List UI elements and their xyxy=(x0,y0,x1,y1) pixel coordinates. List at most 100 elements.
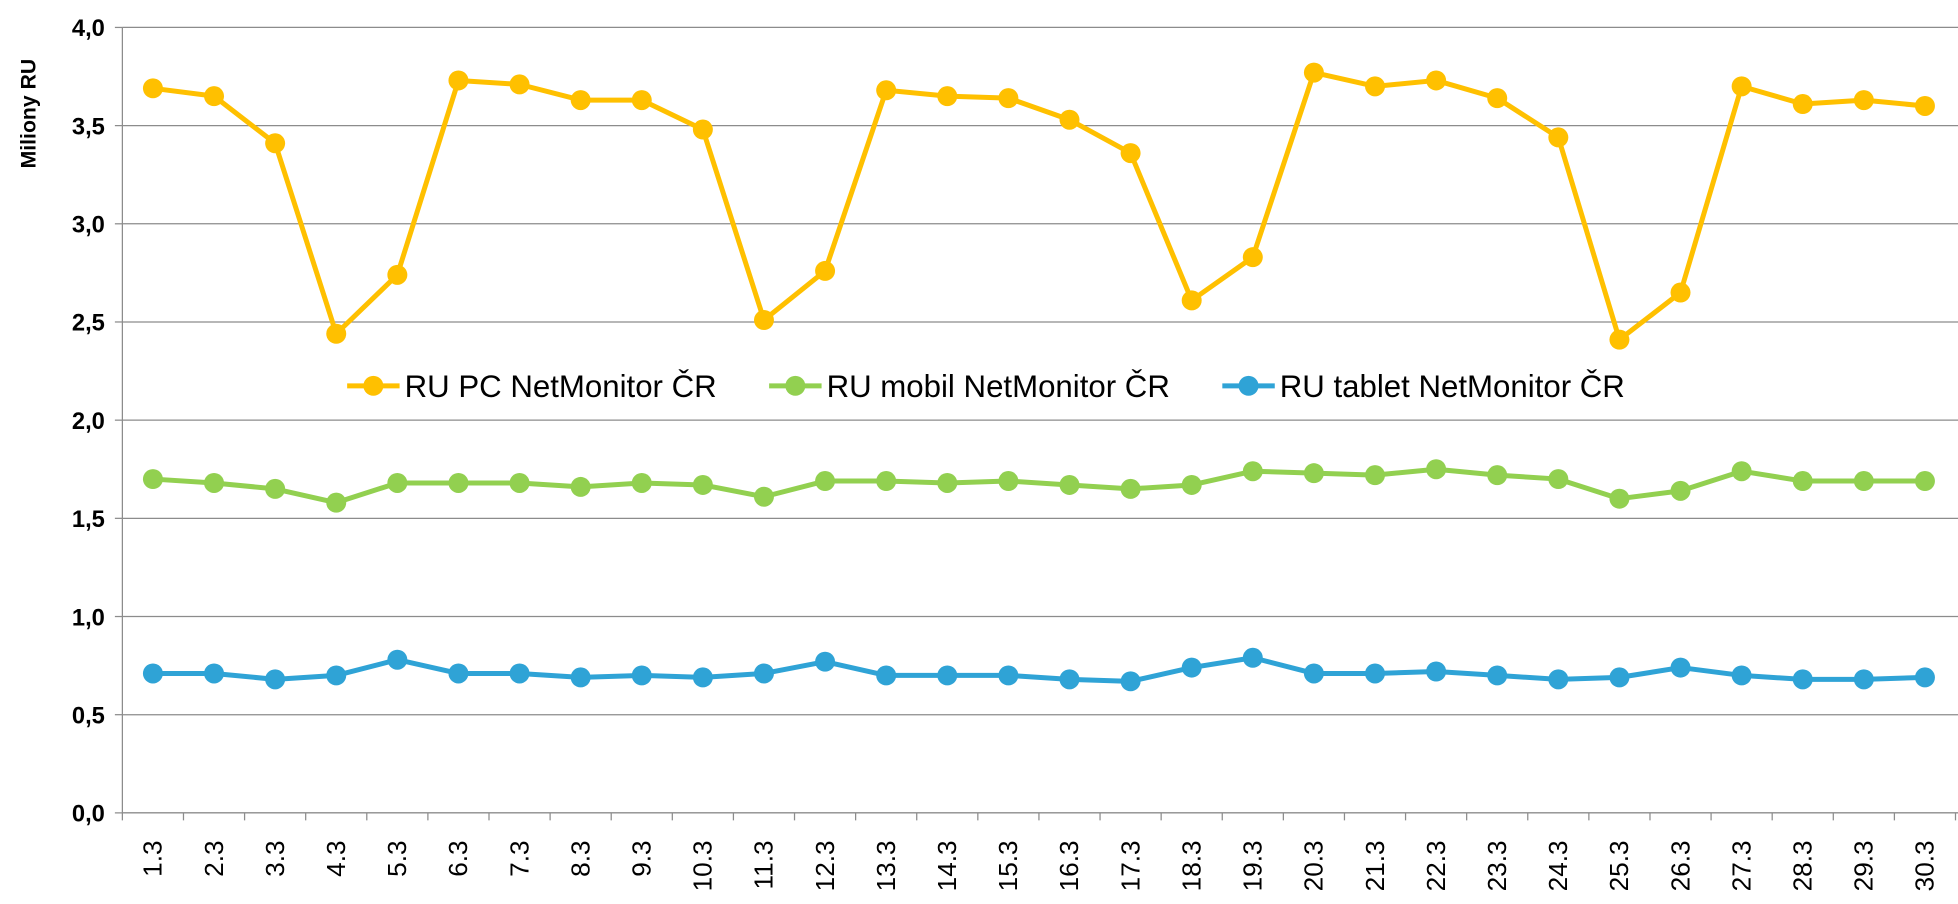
y-tick-label: 0,0 xyxy=(72,802,105,828)
legend-label: RU tablet NetMonitor ČR xyxy=(1280,369,1625,404)
data-point xyxy=(1303,463,1324,484)
data-point xyxy=(1487,465,1508,486)
legend-label: RU PC NetMonitor ČR xyxy=(405,369,717,404)
data-point xyxy=(1853,471,1874,492)
data-point xyxy=(1609,667,1630,688)
data-point xyxy=(1731,461,1752,482)
data-point xyxy=(448,70,469,91)
legend-label: RU mobil NetMonitor ČR xyxy=(827,369,1170,404)
data-point xyxy=(937,665,958,686)
x-tick-label: 24.3 xyxy=(1543,840,1573,891)
data-point xyxy=(326,323,347,344)
y-tick-label: 1,5 xyxy=(72,507,105,533)
x-tick-label: 16.3 xyxy=(1054,840,1084,891)
data-point xyxy=(265,478,286,499)
y-tick-label: 2,0 xyxy=(72,409,105,435)
data-point xyxy=(265,669,286,690)
x-tick-label: 25.3 xyxy=(1604,840,1634,891)
data-point xyxy=(570,90,591,111)
data-point xyxy=(1426,70,1447,91)
x-tick-label: 20.3 xyxy=(1299,840,1329,891)
data-point xyxy=(1853,669,1874,690)
data-point xyxy=(1670,657,1691,678)
x-tick-label: 1.3 xyxy=(138,840,168,876)
y-tick-label: 3,0 xyxy=(72,213,105,239)
data-point xyxy=(1059,669,1080,690)
data-point xyxy=(204,473,225,493)
data-point xyxy=(1670,282,1691,303)
data-point xyxy=(1242,461,1263,482)
data-point xyxy=(1548,127,1569,148)
data-point xyxy=(1426,459,1447,480)
data-point xyxy=(326,492,347,513)
data-point xyxy=(570,476,591,497)
data-point xyxy=(1120,143,1141,164)
y-tick-label: 1,0 xyxy=(72,605,105,631)
data-point xyxy=(387,649,408,670)
data-point xyxy=(448,663,469,684)
data-point xyxy=(998,88,1019,109)
data-point xyxy=(1303,663,1324,684)
data-point xyxy=(1609,488,1630,509)
data-point xyxy=(142,469,163,490)
data-point xyxy=(387,473,408,493)
data-point xyxy=(753,486,774,507)
legend-marker xyxy=(363,375,384,396)
data-point xyxy=(631,665,652,686)
data-point xyxy=(1059,109,1080,130)
y-tick-label: 3,5 xyxy=(72,114,105,140)
x-tick-label: 10.3 xyxy=(688,840,718,891)
data-point xyxy=(1120,478,1141,499)
data-point xyxy=(998,471,1019,492)
data-point xyxy=(1548,669,1569,690)
data-point xyxy=(937,473,958,493)
data-point xyxy=(570,667,591,688)
data-point xyxy=(387,264,408,285)
data-point xyxy=(753,663,774,684)
data-point xyxy=(1853,90,1874,111)
data-point xyxy=(631,90,652,111)
series-line xyxy=(152,70,1926,343)
x-tick-label: 9.3 xyxy=(627,840,657,876)
data-point xyxy=(1914,471,1935,492)
data-point xyxy=(1792,471,1813,492)
data-point xyxy=(1181,657,1202,678)
data-point xyxy=(815,651,836,672)
data-point xyxy=(509,74,530,95)
y-tick-label: 4,0 xyxy=(72,16,105,42)
x-tick-label: 30.3 xyxy=(1910,840,1940,891)
data-point xyxy=(1548,469,1569,490)
x-tick-label: 21.3 xyxy=(1360,840,1390,891)
x-tick-label: 6.3 xyxy=(443,840,473,876)
data-point xyxy=(815,471,836,492)
x-tick-label: 26.3 xyxy=(1665,840,1695,891)
legend-marker xyxy=(1238,375,1259,396)
x-tick-label: 15.3 xyxy=(993,840,1023,891)
x-tick-label: 19.3 xyxy=(1238,840,1268,891)
y-tick-label: 0,5 xyxy=(72,703,105,729)
data-point xyxy=(1914,95,1935,116)
data-point xyxy=(326,665,347,686)
data-point xyxy=(1670,480,1691,501)
series-line xyxy=(152,655,1926,684)
x-tick-label: 2.3 xyxy=(199,840,229,876)
data-point xyxy=(1731,665,1752,686)
series-line xyxy=(152,466,1925,506)
data-point xyxy=(1487,665,1508,686)
legend: RU PC NetMonitor ČR RU mobil NetMonitor Č… xyxy=(347,369,1625,404)
data-point xyxy=(1242,647,1263,668)
data-point xyxy=(815,260,836,281)
data-point xyxy=(1181,290,1202,311)
data-point xyxy=(692,119,713,140)
data-point xyxy=(1426,661,1447,682)
data-point xyxy=(1365,76,1386,97)
data-point xyxy=(998,665,1019,686)
data-point xyxy=(1181,474,1202,495)
data-point xyxy=(1242,247,1263,268)
data-point xyxy=(509,473,530,493)
data-point xyxy=(692,474,713,495)
data-point xyxy=(1365,465,1386,486)
y-axis-label: Miliony RU xyxy=(18,59,41,169)
data-point xyxy=(142,663,163,684)
data-point xyxy=(265,133,286,154)
